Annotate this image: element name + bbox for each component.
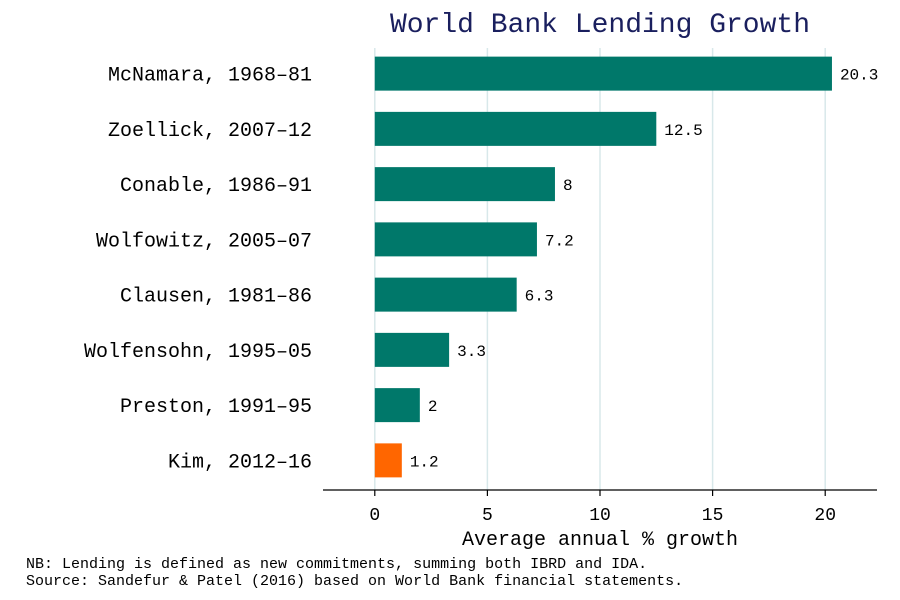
footnote-nb: NB: Lending is defined as new commitment…: [26, 556, 648, 573]
x-tick-label-4: 20: [814, 506, 836, 526]
bar-7: [374, 443, 402, 478]
x-tick-label-3: 15: [702, 506, 724, 526]
bars: [374, 56, 832, 478]
footnote-source: Source: Sandefur & Patel (2016) based on…: [26, 573, 684, 590]
bar-3: [374, 222, 537, 257]
category-label-2: Conable, 1986–91: [120, 175, 312, 198]
bar-5: [374, 332, 450, 367]
x-axis: 0 5 10 15 20: [323, 489, 877, 526]
x-axis-label: Average annual % growth: [462, 529, 738, 552]
value-label-1: 12.5: [664, 122, 702, 140]
category-label-0: McNamara, 1968–81: [108, 65, 312, 88]
category-label-6: Preston, 1991–95: [120, 396, 312, 419]
value-label-4: 6.3: [525, 288, 554, 306]
x-tick-label-1: 5: [482, 506, 493, 526]
category-label-7: Kim, 2012–16: [168, 451, 312, 474]
bar-0: [374, 56, 832, 91]
category-label-5: Wolfensohn, 1995–05: [84, 341, 312, 364]
value-label-3: 7.2: [545, 232, 574, 250]
category-label-3: Wolfowitz, 2005–07: [96, 230, 312, 253]
value-labels: 20.3 12.5 8 7.2 6.3 3.3 2 1.2: [410, 67, 879, 472]
bar-6: [374, 388, 420, 423]
category-label-4: Clausen, 1981–86: [120, 286, 312, 309]
value-label-6: 2: [428, 398, 438, 416]
category-label-1: Zoellick, 2007–12: [108, 120, 312, 143]
value-label-0: 20.3: [840, 67, 878, 85]
x-tick-label-0: 0: [369, 506, 380, 526]
bar-chart: World Bank Lending Growth McNamara, 1968…: [84, 10, 879, 552]
value-label-2: 8: [563, 177, 573, 195]
bar-4: [374, 277, 517, 312]
category-labels: McNamara, 1968–81 Zoellick, 2007–12 Conabl…: [84, 65, 312, 475]
chart-title: World Bank Lending Growth: [390, 10, 810, 41]
x-tick-label-2: 10: [589, 506, 611, 526]
footnotes: NB: Lending is defined as new commitment…: [26, 556, 683, 590]
bar-2: [374, 167, 555, 202]
value-label-5: 3.3: [457, 343, 486, 361]
bar-1: [374, 111, 657, 146]
value-label-7: 1.2: [410, 453, 439, 471]
